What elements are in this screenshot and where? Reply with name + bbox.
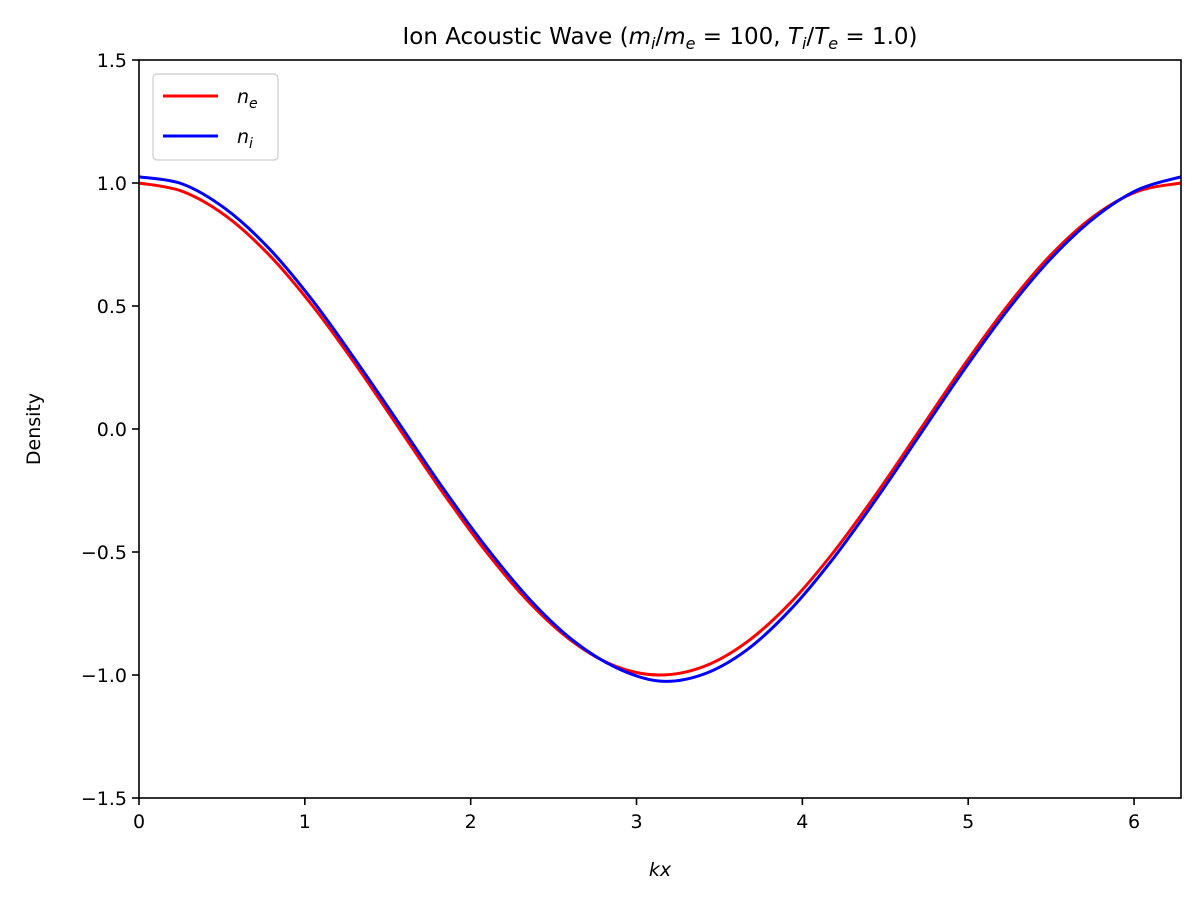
x-tick-label: 2 (465, 811, 477, 833)
x-tick-label: 5 (962, 811, 974, 833)
x-tick-label: 6 (1128, 811, 1140, 833)
legend-label-ni: ni (237, 126, 253, 152)
x-tick-label: 3 (630, 811, 642, 833)
y-tick-label: −1.5 (81, 788, 127, 810)
legend: ne ni (152, 73, 279, 161)
x-tick-label: 0 (133, 811, 145, 833)
y-tick-label: −0.5 (81, 542, 127, 564)
x-tick-label: 1 (299, 811, 311, 833)
plot-frame (138, 59, 1182, 799)
y-tick-label: 1.0 (97, 173, 127, 195)
y-tick-label: −1.0 (81, 665, 127, 687)
chart-title: Ion Acoustic Wave (mi/me = 100, Ti/Te = … (402, 24, 917, 53)
y-tick-label: 0.5 (97, 296, 127, 318)
series-line-ni (138, 175, 1182, 683)
x-tick-label: 4 (796, 811, 808, 833)
y-axis-label: Density (23, 393, 45, 465)
x-axis-label: kx (649, 859, 672, 881)
series-line-ne (138, 181, 1182, 677)
tick-layer: 0 1 2 3 4 5 6 −1.5 −1.0 −0.5 0.0 0.5 1.0 1.5 (81, 50, 1140, 833)
legend-box (152, 73, 279, 161)
legend-label-ne: ne (237, 86, 258, 112)
series-layer (138, 175, 1182, 683)
y-tick-label: 1.5 (97, 50, 127, 72)
y-tick-label: 0.0 (97, 419, 127, 441)
